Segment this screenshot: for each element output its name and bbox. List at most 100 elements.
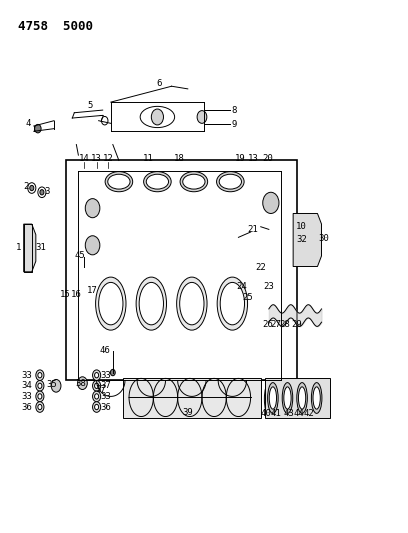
Circle shape bbox=[263, 192, 279, 214]
Circle shape bbox=[85, 199, 100, 217]
Ellipse shape bbox=[279, 383, 288, 415]
Text: 20: 20 bbox=[263, 154, 273, 163]
Ellipse shape bbox=[108, 174, 130, 189]
Ellipse shape bbox=[284, 387, 291, 409]
Circle shape bbox=[30, 185, 34, 191]
Circle shape bbox=[93, 391, 101, 402]
Ellipse shape bbox=[313, 387, 320, 409]
Text: 19: 19 bbox=[235, 154, 246, 163]
Text: 28: 28 bbox=[279, 320, 290, 329]
Circle shape bbox=[93, 402, 101, 413]
Circle shape bbox=[85, 236, 100, 255]
Ellipse shape bbox=[293, 383, 302, 415]
Circle shape bbox=[93, 381, 101, 391]
Ellipse shape bbox=[99, 282, 123, 325]
Text: 24: 24 bbox=[237, 282, 248, 291]
Circle shape bbox=[95, 373, 99, 378]
Ellipse shape bbox=[180, 282, 204, 325]
Ellipse shape bbox=[308, 386, 315, 412]
Text: 22: 22 bbox=[255, 263, 266, 272]
Ellipse shape bbox=[217, 277, 248, 330]
Text: 36: 36 bbox=[100, 402, 111, 411]
Ellipse shape bbox=[177, 277, 207, 330]
Text: 13: 13 bbox=[91, 154, 102, 163]
Text: 38: 38 bbox=[75, 378, 86, 387]
Ellipse shape bbox=[321, 383, 330, 415]
Circle shape bbox=[36, 370, 44, 381]
Circle shape bbox=[38, 405, 42, 410]
Text: 4: 4 bbox=[25, 119, 31, 128]
Text: 23: 23 bbox=[264, 282, 274, 291]
Ellipse shape bbox=[297, 383, 307, 414]
Ellipse shape bbox=[220, 282, 244, 325]
Ellipse shape bbox=[294, 386, 300, 412]
Circle shape bbox=[78, 377, 87, 390]
Text: 33: 33 bbox=[22, 392, 32, 401]
Ellipse shape bbox=[183, 174, 205, 189]
Polygon shape bbox=[293, 214, 322, 266]
Circle shape bbox=[51, 379, 61, 392]
Ellipse shape bbox=[264, 383, 273, 415]
Text: 29: 29 bbox=[291, 320, 302, 329]
Text: 11: 11 bbox=[143, 154, 154, 163]
Text: 41: 41 bbox=[271, 409, 282, 418]
Circle shape bbox=[111, 369, 115, 376]
Circle shape bbox=[40, 190, 44, 195]
Ellipse shape bbox=[146, 174, 169, 189]
Circle shape bbox=[197, 111, 207, 123]
Text: 46: 46 bbox=[99, 346, 110, 355]
Ellipse shape bbox=[266, 386, 272, 412]
Text: 35: 35 bbox=[47, 379, 58, 389]
Ellipse shape bbox=[136, 277, 166, 330]
Circle shape bbox=[36, 402, 44, 413]
Ellipse shape bbox=[139, 282, 164, 325]
Text: 27: 27 bbox=[271, 320, 282, 329]
Text: 14: 14 bbox=[79, 154, 90, 163]
Text: 33: 33 bbox=[22, 370, 32, 379]
Ellipse shape bbox=[95, 277, 126, 330]
Text: 25: 25 bbox=[242, 293, 253, 302]
Circle shape bbox=[95, 394, 99, 399]
Text: 44: 44 bbox=[294, 409, 305, 418]
Text: 15: 15 bbox=[60, 290, 71, 299]
Text: 13: 13 bbox=[248, 154, 259, 163]
Ellipse shape bbox=[307, 383, 316, 415]
Text: 42: 42 bbox=[304, 409, 315, 418]
Ellipse shape bbox=[322, 386, 329, 412]
Text: 12: 12 bbox=[102, 154, 113, 163]
Text: 33: 33 bbox=[100, 370, 111, 379]
Text: 4758  5000: 4758 5000 bbox=[18, 20, 93, 33]
Text: 10: 10 bbox=[296, 222, 307, 231]
Text: 37: 37 bbox=[100, 381, 111, 390]
Polygon shape bbox=[24, 224, 36, 272]
Circle shape bbox=[95, 405, 99, 410]
Ellipse shape bbox=[219, 174, 242, 189]
Ellipse shape bbox=[105, 172, 133, 192]
Ellipse shape bbox=[311, 383, 322, 414]
Ellipse shape bbox=[269, 387, 277, 409]
Text: 9: 9 bbox=[232, 120, 237, 129]
Circle shape bbox=[151, 109, 164, 125]
Ellipse shape bbox=[298, 387, 306, 409]
Text: 8: 8 bbox=[232, 106, 237, 115]
Circle shape bbox=[36, 391, 44, 402]
Text: 5: 5 bbox=[88, 101, 93, 110]
Text: 34: 34 bbox=[22, 381, 32, 390]
Circle shape bbox=[36, 381, 44, 391]
Circle shape bbox=[93, 370, 101, 381]
Text: 18: 18 bbox=[174, 154, 185, 163]
Ellipse shape bbox=[268, 383, 278, 414]
Text: 7: 7 bbox=[98, 115, 103, 124]
Text: 32: 32 bbox=[296, 236, 307, 245]
Ellipse shape bbox=[282, 383, 293, 414]
Text: 21: 21 bbox=[247, 225, 258, 234]
Text: 33: 33 bbox=[100, 392, 111, 401]
Text: 36: 36 bbox=[22, 402, 32, 411]
Circle shape bbox=[95, 383, 99, 389]
Ellipse shape bbox=[180, 172, 208, 192]
Text: 31: 31 bbox=[36, 244, 47, 253]
Circle shape bbox=[38, 394, 42, 399]
Text: 6: 6 bbox=[157, 79, 162, 88]
Text: 17: 17 bbox=[87, 286, 98, 295]
Ellipse shape bbox=[144, 172, 171, 192]
